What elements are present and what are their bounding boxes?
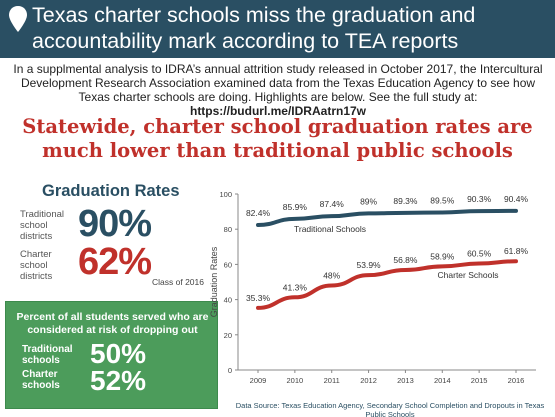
- y-tick-label: 40: [224, 296, 232, 305]
- y-tick-label: 20: [224, 331, 232, 340]
- x-tick-label: 2010: [287, 376, 304, 385]
- at-risk-panel: Percent of all students served who are c…: [5, 301, 218, 409]
- intro-text: In a supplmental analysis to IDRA’s annu…: [13, 62, 543, 104]
- data-point: [403, 211, 407, 215]
- data-point: [514, 259, 518, 263]
- data-point: [440, 264, 444, 268]
- data-point: [403, 268, 407, 272]
- header-banner: Texas charter schools miss the graduatio…: [0, 0, 555, 58]
- x-tick-label: 2015: [471, 376, 488, 385]
- data-label: 41.3%: [283, 282, 308, 292]
- data-label: 89.3%: [393, 196, 418, 206]
- risk-traditional-label: Traditional schools: [22, 344, 73, 366]
- graduation-rates-title: Graduation Rates: [42, 182, 180, 200]
- class-note: Class of 2016: [152, 277, 204, 287]
- data-point: [514, 209, 518, 213]
- location-pin-icon: [9, 6, 27, 32]
- data-label: 89.5%: [430, 195, 455, 205]
- series-line-charter: [256, 259, 518, 310]
- y-tick-label: 100: [219, 190, 232, 199]
- data-label: 90.3%: [467, 194, 492, 204]
- at-risk-heading: Percent of all students served who are c…: [16, 311, 209, 336]
- data-label: 53.9%: [357, 260, 382, 270]
- data-point: [367, 211, 371, 215]
- data-label: 56.8%: [393, 255, 418, 265]
- x-tick-label: 2011: [324, 376, 340, 385]
- data-point: [256, 306, 260, 310]
- series-name-label: Traditional Schools: [294, 224, 366, 234]
- page-title: Texas charter schools miss the graduatio…: [32, 3, 476, 53]
- charter-districts-label: Charter school districts: [20, 249, 53, 282]
- x-tick-label: 2016: [508, 376, 525, 385]
- data-label: 85.9%: [283, 202, 308, 212]
- data-label: 90.4%: [504, 194, 529, 204]
- x-tick-label: 2012: [360, 376, 377, 385]
- y-tick-label: 0: [228, 366, 232, 375]
- y-tick-label: 60: [224, 260, 232, 269]
- data-label: 58.9%: [430, 251, 455, 261]
- y-axis-label: Graduation Rates: [209, 246, 219, 317]
- series-line-traditional: [256, 208, 518, 227]
- risk-traditional-value: 50%: [90, 338, 147, 369]
- data-label: 61.8%: [504, 246, 529, 256]
- x-tick-label: 2013: [397, 376, 414, 385]
- data-point: [477, 209, 481, 213]
- data-label: 48%: [323, 271, 340, 281]
- data-label: 82.4%: [246, 208, 271, 218]
- data-point: [367, 273, 371, 277]
- y-tick-label: 80: [224, 225, 232, 234]
- data-point: [330, 214, 334, 218]
- data-label: 87.4%: [320, 199, 345, 209]
- data-label: 89%: [360, 196, 377, 206]
- data-source: Data Source: Texas Education Agency, Sec…: [235, 401, 545, 417]
- data-label: 60.5%: [467, 249, 492, 259]
- data-point: [440, 210, 444, 214]
- data-point: [293, 295, 297, 299]
- risk-charter-label: Charter schools: [22, 369, 60, 391]
- intro-paragraph: In a supplmental analysis to IDRA’s annu…: [4, 62, 552, 118]
- study-link[interactable]: https://budurl.me/IDRAatrn17w: [189, 104, 366, 118]
- headline: Statewide, charter school graduation rat…: [22, 115, 533, 162]
- data-point: [293, 217, 297, 221]
- charter-grad-rate: 62%: [78, 241, 152, 283]
- traditional-grad-rate: 90%: [78, 203, 152, 245]
- series-name-label: Charter Schools: [438, 270, 499, 280]
- risk-charter-value: 52%: [90, 365, 147, 396]
- data-label: 35.3%: [246, 293, 271, 303]
- traditional-districts-label: Traditional school districts: [20, 209, 65, 242]
- data-point: [256, 223, 260, 227]
- x-tick-label: 2014: [434, 376, 451, 385]
- data-point: [330, 284, 334, 288]
- x-tick-label: 2009: [250, 376, 267, 385]
- data-point: [477, 262, 481, 266]
